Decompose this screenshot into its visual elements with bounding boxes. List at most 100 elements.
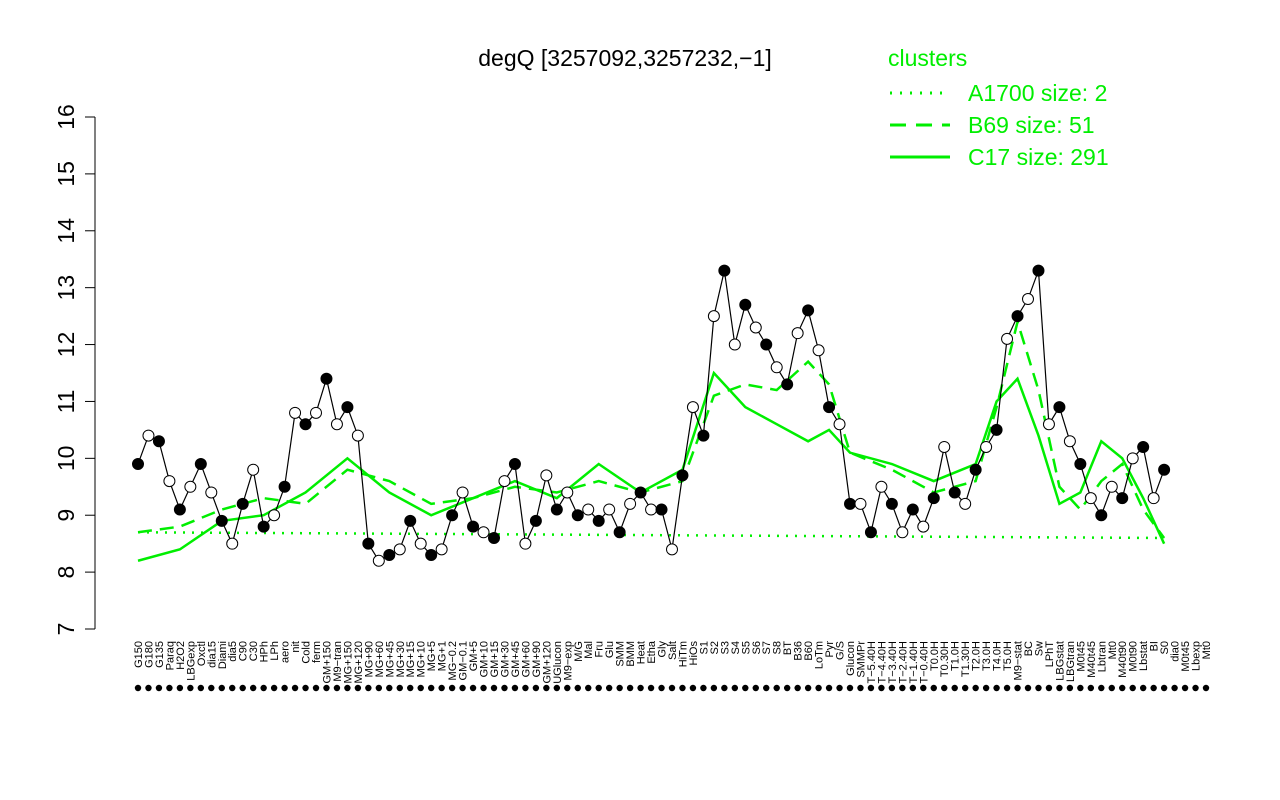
x-rug-marker — [941, 684, 948, 692]
data-point — [508, 458, 521, 471]
x-rug-marker — [616, 684, 623, 692]
data-point — [844, 497, 856, 510]
series-line — [137, 317, 1166, 539]
data-point — [404, 514, 417, 527]
x-rug-marker — [480, 684, 487, 692]
x-rug-marker — [187, 684, 194, 692]
x-rug-marker — [951, 684, 958, 692]
data-point — [864, 526, 877, 539]
data-point — [812, 344, 825, 357]
data-point — [519, 537, 532, 550]
x-tick-label: SMMPr — [855, 641, 867, 678]
data-point — [603, 503, 616, 516]
x-rug-marker — [1150, 684, 1157, 692]
y-tick-label: 8 — [53, 566, 79, 579]
x-rug-marker — [846, 684, 854, 692]
x-tick-label: S1 — [698, 641, 710, 654]
data-point — [1053, 401, 1066, 414]
x-tick-label: T5.0H — [1002, 641, 1014, 671]
x-rug-marker — [155, 684, 163, 692]
x-rug-marker — [888, 684, 896, 692]
data-point — [351, 429, 364, 442]
x-tick-label: GM+120 — [541, 641, 553, 684]
data-point — [278, 480, 291, 493]
x-rug-marker — [909, 684, 917, 692]
x-rug-marker — [689, 684, 697, 692]
x-rug-marker — [564, 684, 571, 692]
x-tick-label: Pyr — [824, 641, 836, 658]
x-tick-label: C30 — [248, 641, 260, 661]
x-rug-marker — [553, 684, 561, 692]
x-tick-label: T−1.40H — [908, 641, 920, 684]
x-axis: G150G180G135ParaqH2O2LBGexpOxctldia15Dia… — [133, 640, 1213, 692]
x-tick-label: LPh — [269, 641, 281, 661]
x-tick-label: MG+60 — [374, 641, 386, 677]
x-rug-marker — [972, 684, 979, 692]
x-rug-marker — [878, 684, 885, 692]
x-rug-marker — [763, 684, 770, 692]
x-tick-label: B60 — [803, 641, 815, 661]
data-point — [938, 440, 951, 453]
x-rug-marker — [1014, 684, 1021, 692]
data-point — [215, 514, 228, 527]
x-tick-label: LBGexp — [185, 641, 197, 681]
x-tick-label: Lbstat — [1138, 641, 1150, 671]
x-rug-marker — [899, 684, 906, 692]
data-point — [1105, 480, 1118, 493]
x-rug-marker — [333, 684, 341, 692]
x-rug-marker — [658, 684, 665, 692]
x-tick-label: HPh — [259, 641, 271, 662]
x-tick-label: G180 — [143, 641, 155, 668]
x-rug-marker — [1171, 684, 1178, 692]
data-point — [163, 475, 176, 488]
data-point — [770, 361, 783, 374]
x-rug-marker — [249, 684, 257, 692]
data-point — [435, 543, 448, 556]
data-point — [1042, 418, 1055, 431]
x-tick-label: Cold — [301, 641, 313, 664]
x-rug-marker — [710, 684, 718, 692]
data-point — [781, 378, 794, 391]
x-tick-label: S5 — [740, 641, 752, 654]
x-tick-label: Mt0 — [1201, 641, 1213, 659]
x-tick-label: GM+150 — [321, 641, 333, 684]
x-rug-marker — [1139, 684, 1147, 692]
x-tick-label: S0 — [1159, 641, 1171, 654]
data-point — [152, 435, 165, 448]
x-rug-marker — [427, 684, 435, 692]
data-point — [257, 520, 270, 533]
x-tick-label: T−3.40H — [887, 641, 899, 684]
data-point — [1063, 435, 1076, 448]
data-point — [645, 503, 658, 516]
x-tick-label: M9−stat — [1013, 641, 1025, 680]
x-rug-marker — [804, 684, 812, 692]
y-tick-label: 9 — [53, 509, 79, 522]
x-rug-marker — [1119, 684, 1126, 692]
x-tick-label: BC — [1023, 641, 1035, 656]
data-point — [341, 401, 354, 414]
x-rug-marker — [438, 684, 445, 692]
x-tick-label: aero — [280, 641, 292, 663]
x-tick-label: Sw — [1033, 641, 1045, 656]
x-tick-label: LBGtran — [1065, 641, 1077, 682]
x-tick-label: GM+90 — [531, 641, 543, 677]
x-rug-marker — [302, 684, 309, 692]
x-tick-label: M/G — [573, 641, 585, 662]
x-tick-label: MG+150 — [342, 641, 354, 684]
x-rug-marker — [794, 684, 801, 692]
data-point — [425, 549, 438, 562]
x-tick-label: Oxctl — [196, 641, 208, 666]
x-rug-marker — [1098, 684, 1105, 692]
x-tick-label: dia0 — [1170, 641, 1182, 662]
x-rug-marker — [208, 684, 215, 692]
x-tick-label: T−2.40H — [897, 641, 909, 684]
y-tick-label: 7 — [53, 623, 79, 636]
x-tick-label: Mal — [583, 641, 595, 659]
data-point — [624, 497, 637, 510]
x-tick-label: C90 — [238, 641, 250, 661]
x-rug-marker — [1202, 684, 1210, 692]
data-point — [634, 486, 647, 499]
x-rug-marker — [585, 684, 592, 692]
x-tick-label: Etha — [646, 640, 658, 664]
x-tick-label: Gly — [657, 641, 669, 658]
